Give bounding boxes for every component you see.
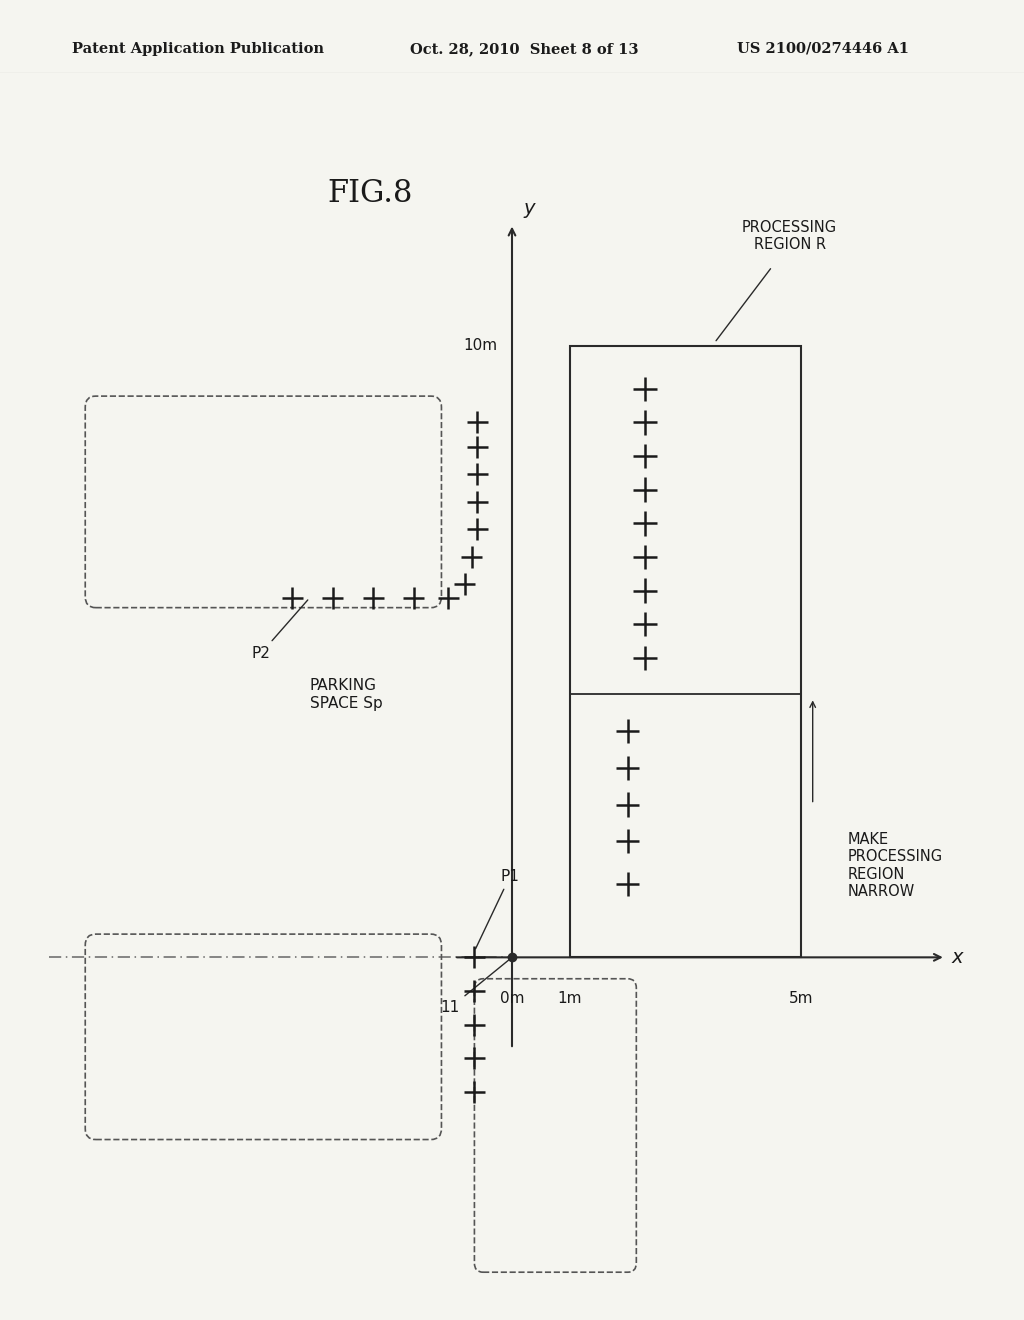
Text: P2: P2	[252, 601, 308, 660]
Text: PARKING
SPACE Sp: PARKING SPACE Sp	[309, 678, 382, 710]
Bar	[569, 346, 801, 957]
Text: Oct. 28, 2010  Sheet 8 of 13: Oct. 28, 2010 Sheet 8 of 13	[410, 42, 638, 55]
Text: FIG.8: FIG.8	[327, 178, 413, 209]
Text: US 2100/0274446 A1: US 2100/0274446 A1	[737, 42, 909, 55]
Text: PROCESSING
REGION R: PROCESSING REGION R	[742, 219, 838, 252]
Text: P1: P1	[475, 869, 519, 949]
Text: Patent Application Publication: Patent Application Publication	[72, 42, 324, 55]
Text: MAKE
PROCESSING
REGION
NARROW: MAKE PROCESSING REGION NARROW	[848, 832, 942, 899]
Text: 5m: 5m	[788, 991, 813, 1006]
Text: y: y	[523, 198, 536, 218]
Text: 1m: 1m	[558, 991, 582, 1006]
Text: x: x	[951, 948, 963, 966]
Text: 11: 11	[440, 960, 510, 1015]
Text: 10m: 10m	[464, 338, 498, 354]
Text: 0m: 0m	[500, 991, 524, 1006]
